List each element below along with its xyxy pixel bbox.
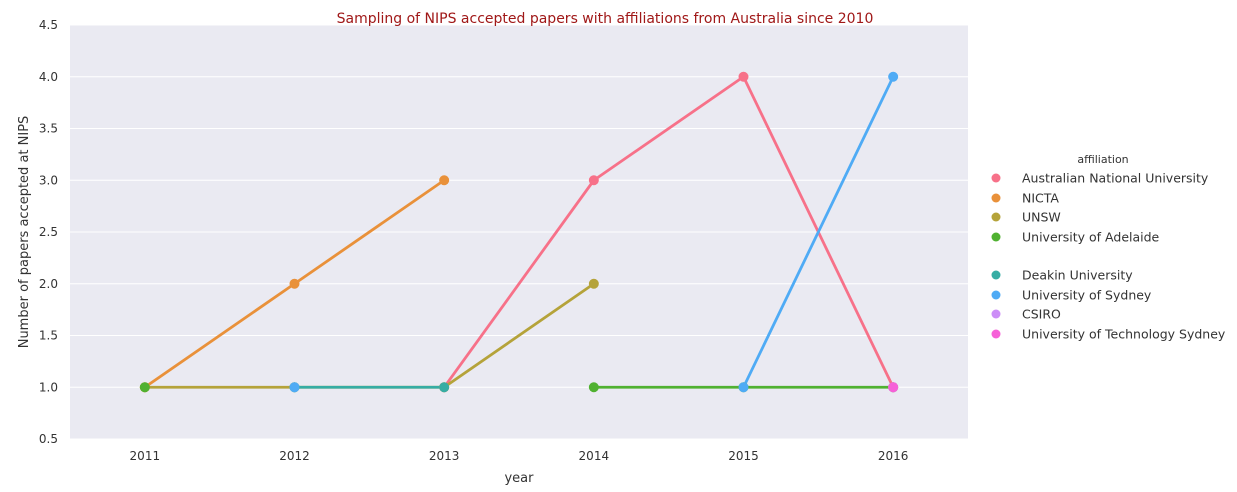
y-tick-labels: 0.5 1.0 1.5 2.0 2.5 3.0 3.5 4.0 4.5: [39, 18, 58, 446]
x-tick-label: 2013: [429, 449, 460, 463]
x-tick-label: 2015: [728, 449, 759, 463]
data-point: [888, 382, 899, 393]
y-tick-label: 1.0: [39, 380, 58, 394]
y-tick-label: 3.5: [39, 122, 58, 136]
y-tick-label: 1.5: [39, 329, 58, 343]
legend-marker: [991, 173, 1001, 183]
x-tick-label: 2011: [130, 449, 161, 463]
data-point: [588, 175, 599, 186]
data-point: [139, 382, 150, 393]
data-point: [289, 278, 300, 289]
legend-label: CSIRO: [1022, 307, 1061, 322]
legend-marker: [991, 290, 1001, 300]
legend-label: UNSW: [1022, 210, 1061, 225]
y-tick-label: 4.0: [39, 70, 58, 84]
legend-marker: [991, 212, 1001, 222]
legend-marker: [991, 232, 1001, 242]
data-point: [888, 71, 899, 82]
legend-label: Australian National University: [1022, 171, 1209, 186]
x-tick-label: 2014: [579, 449, 610, 463]
data-point: [439, 382, 450, 393]
x-tick-labels: 2011 2012 2013 2014 2015 2016: [130, 449, 909, 463]
y-tick-label: 4.5: [39, 18, 58, 32]
data-point: [588, 382, 599, 393]
y-tick-label: 3.0: [39, 173, 58, 187]
legend-marker: [991, 309, 1001, 319]
legend-label: Deakin University: [1022, 268, 1133, 283]
legend-marker: [991, 193, 1001, 203]
y-tick-label: 0.5: [39, 432, 58, 446]
data-point: [738, 382, 749, 393]
series-points: [139, 71, 899, 393]
data-point: [439, 175, 450, 186]
legend-marker: [991, 329, 1001, 339]
data-point: [738, 71, 749, 82]
data-point: [588, 278, 599, 289]
data-point: [289, 382, 300, 393]
y-tick-label: 2.5: [39, 225, 58, 239]
chart-title: Sampling of NIPS accepted papers with af…: [337, 11, 874, 27]
legend-label: University of Adelaide: [1022, 230, 1160, 245]
legend-label: NICTA: [1022, 191, 1059, 206]
legend-label: University of Sydney: [1022, 288, 1152, 303]
x-axis-label: year: [504, 471, 534, 486]
x-tick-label: 2012: [279, 449, 310, 463]
y-tick-label: 2.0: [39, 277, 58, 291]
legend-marker: [991, 270, 1001, 280]
x-tick-label: 2016: [878, 449, 909, 463]
legend-title: affiliation: [1077, 153, 1128, 166]
y-axis-label: Number of papers accepted at NIPS: [17, 116, 32, 349]
legend-label: University of Technology Sydney: [1022, 327, 1226, 342]
legend: affiliation Australian National Universi…: [991, 153, 1226, 342]
series-line: [742, 75, 895, 389]
